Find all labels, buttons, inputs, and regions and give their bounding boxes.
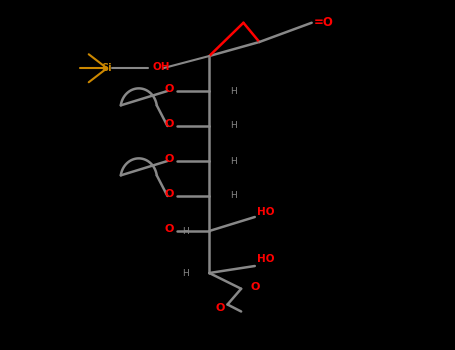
- Text: HO: HO: [257, 254, 274, 264]
- Text: O: O: [216, 303, 225, 313]
- Text: =O: =O: [314, 16, 334, 29]
- Text: O: O: [164, 119, 174, 129]
- Text: H: H: [230, 86, 237, 96]
- Text: HO: HO: [257, 207, 274, 217]
- Text: H: H: [230, 121, 237, 131]
- Text: H: H: [182, 226, 189, 236]
- Text: O: O: [164, 189, 174, 199]
- Text: O: O: [164, 154, 174, 164]
- Text: Si: Si: [101, 63, 112, 73]
- Text: OH: OH: [152, 62, 170, 71]
- Text: H: H: [230, 156, 237, 166]
- Text: O: O: [164, 224, 174, 234]
- Text: O: O: [164, 84, 174, 94]
- Text: H: H: [230, 191, 237, 201]
- Text: O: O: [250, 282, 260, 292]
- Text: H: H: [182, 268, 189, 278]
